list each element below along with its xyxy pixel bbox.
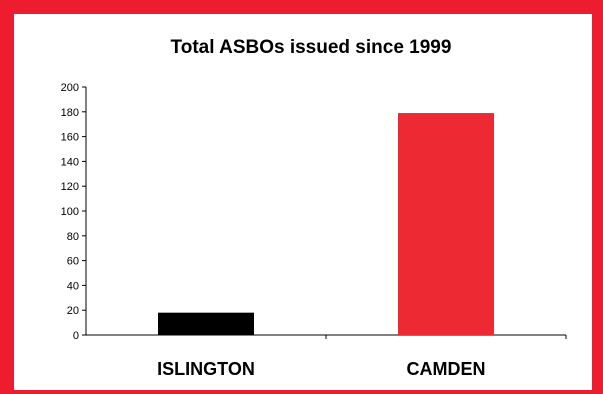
y-axis: 0 20 40 60 80 100 120 140 160 180 200: [61, 82, 87, 342]
category-label-islington: ISLINGTON: [157, 359, 255, 379]
y-tick-label: 20: [67, 305, 79, 317]
y-tick-label: 180: [61, 107, 79, 119]
category-label-camden: CAMDEN: [407, 359, 486, 379]
y-tick-label: 200: [61, 82, 79, 94]
bars: [158, 113, 494, 335]
y-tick-label: 160: [61, 132, 79, 144]
y-tick-label: 80: [67, 231, 79, 243]
y-tick-label: 120: [61, 181, 79, 193]
y-tick-label: 0: [73, 330, 79, 342]
bar-camden: [398, 113, 494, 335]
y-tick-label: 140: [61, 156, 79, 168]
category-labels: ISLINGTON CAMDEN: [157, 359, 485, 379]
x-axis: [86, 334, 567, 339]
chart-panel: [14, 14, 592, 390]
y-tick-label: 40: [67, 280, 79, 292]
y-tick-label: 60: [67, 256, 79, 268]
chart-title: Total ASBOs issued since 1999: [171, 37, 452, 58]
bar-islington: [158, 312, 254, 335]
y-tick-label: 100: [61, 206, 79, 218]
